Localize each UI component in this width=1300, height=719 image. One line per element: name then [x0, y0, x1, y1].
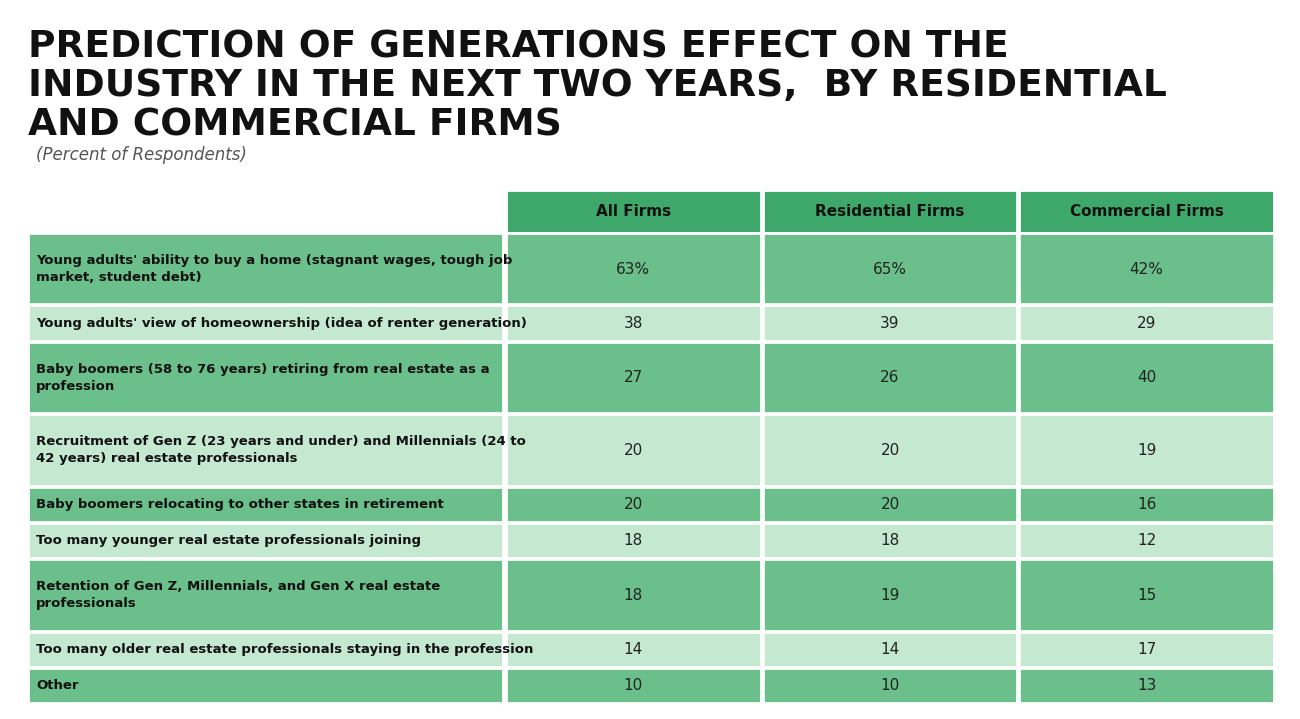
Bar	[29, 668, 503, 703]
Text: Commercial Firms: Commercial Firms	[1070, 203, 1223, 219]
Bar	[1019, 487, 1274, 522]
Text: 38: 38	[624, 316, 644, 331]
Bar	[506, 233, 760, 304]
Text: Residential Firms: Residential Firms	[815, 203, 965, 219]
Bar	[29, 306, 503, 341]
Text: 17: 17	[1138, 642, 1156, 657]
Text: Young adults' view of homeownership (idea of renter generation): Young adults' view of homeownership (ide…	[36, 317, 526, 330]
Bar	[763, 487, 1018, 522]
Bar	[763, 190, 1018, 233]
Bar	[1019, 342, 1274, 413]
Text: Baby boomers (58 to 76 years) retiring from real estate as a
profession: Baby boomers (58 to 76 years) retiring f…	[36, 363, 490, 393]
Text: Young adults' ability to buy a home (stagnant wages, tough job
market, student d: Young adults' ability to buy a home (sta…	[36, 255, 512, 284]
Text: 14: 14	[880, 642, 900, 657]
Text: (Percent of Respondents): (Percent of Respondents)	[36, 146, 247, 164]
Text: 12: 12	[1138, 533, 1156, 549]
Bar	[1019, 559, 1274, 631]
Text: PREDICTION OF GENERATIONS EFFECT ON THE: PREDICTION OF GENERATIONS EFFECT ON THE	[29, 29, 1009, 65]
Bar	[1019, 414, 1274, 485]
Text: 39: 39	[880, 316, 900, 331]
Bar	[763, 668, 1018, 703]
Bar	[506, 668, 760, 703]
Text: Baby boomers relocating to other states in retirement: Baby boomers relocating to other states …	[36, 498, 443, 511]
Text: 10: 10	[880, 679, 900, 693]
Text: 40: 40	[1138, 370, 1156, 385]
Text: Recruitment of Gen Z (23 years and under) and Millennials (24 to
42 years) real : Recruitment of Gen Z (23 years and under…	[36, 436, 526, 465]
Bar	[763, 523, 1018, 558]
Text: 18: 18	[624, 588, 644, 603]
Text: 26: 26	[880, 370, 900, 385]
Text: 15: 15	[1138, 588, 1156, 603]
Bar	[506, 487, 760, 522]
Text: 19: 19	[1138, 443, 1157, 458]
Bar	[763, 342, 1018, 413]
Text: Other: Other	[36, 679, 78, 692]
Bar	[763, 306, 1018, 341]
Text: 20: 20	[624, 443, 644, 458]
Text: Too many younger real estate professionals joining: Too many younger real estate professiona…	[36, 534, 421, 547]
Text: 65%: 65%	[874, 262, 907, 277]
Bar	[763, 559, 1018, 631]
Text: 16: 16	[1138, 498, 1157, 512]
Bar	[1019, 233, 1274, 304]
Text: 20: 20	[880, 443, 900, 458]
Bar	[1019, 523, 1274, 558]
Bar	[1019, 306, 1274, 341]
Bar	[763, 631, 1018, 667]
Text: AND COMMERCIAL FIRMS: AND COMMERCIAL FIRMS	[29, 107, 562, 143]
Bar	[763, 233, 1018, 304]
Text: 42%: 42%	[1130, 262, 1164, 277]
Bar	[506, 523, 760, 558]
Text: All Firms: All Firms	[595, 203, 671, 219]
Text: Retention of Gen Z, Millennials, and Gen X real estate
professionals: Retention of Gen Z, Millennials, and Gen…	[36, 580, 441, 610]
Text: 10: 10	[624, 679, 644, 693]
Bar	[506, 631, 760, 667]
Bar	[763, 414, 1018, 485]
Bar	[29, 523, 503, 558]
Text: Too many older real estate professionals staying in the profession: Too many older real estate professionals…	[36, 644, 533, 656]
Bar	[29, 487, 503, 522]
Text: INDUSTRY IN THE NEXT TWO YEARS,  BY RESIDENTIAL: INDUSTRY IN THE NEXT TWO YEARS, BY RESID…	[29, 68, 1167, 104]
Text: 18: 18	[624, 533, 644, 549]
Bar	[1019, 190, 1274, 233]
Text: 14: 14	[624, 642, 644, 657]
Bar	[29, 342, 503, 413]
Text: 29: 29	[1138, 316, 1157, 331]
Bar	[29, 414, 503, 485]
Bar	[506, 559, 760, 631]
Bar	[506, 306, 760, 341]
Text: 20: 20	[624, 498, 644, 512]
Bar	[506, 342, 760, 413]
Text: 27: 27	[624, 370, 644, 385]
Text: 13: 13	[1138, 679, 1157, 693]
Bar	[506, 414, 760, 485]
Text: 18: 18	[880, 533, 900, 549]
Bar	[29, 559, 503, 631]
Bar	[29, 631, 503, 667]
Bar	[1019, 668, 1274, 703]
Bar	[1019, 631, 1274, 667]
Bar	[506, 190, 760, 233]
Text: 63%: 63%	[616, 262, 650, 277]
Text: 19: 19	[880, 588, 900, 603]
Bar	[29, 233, 503, 304]
Text: 20: 20	[880, 498, 900, 512]
